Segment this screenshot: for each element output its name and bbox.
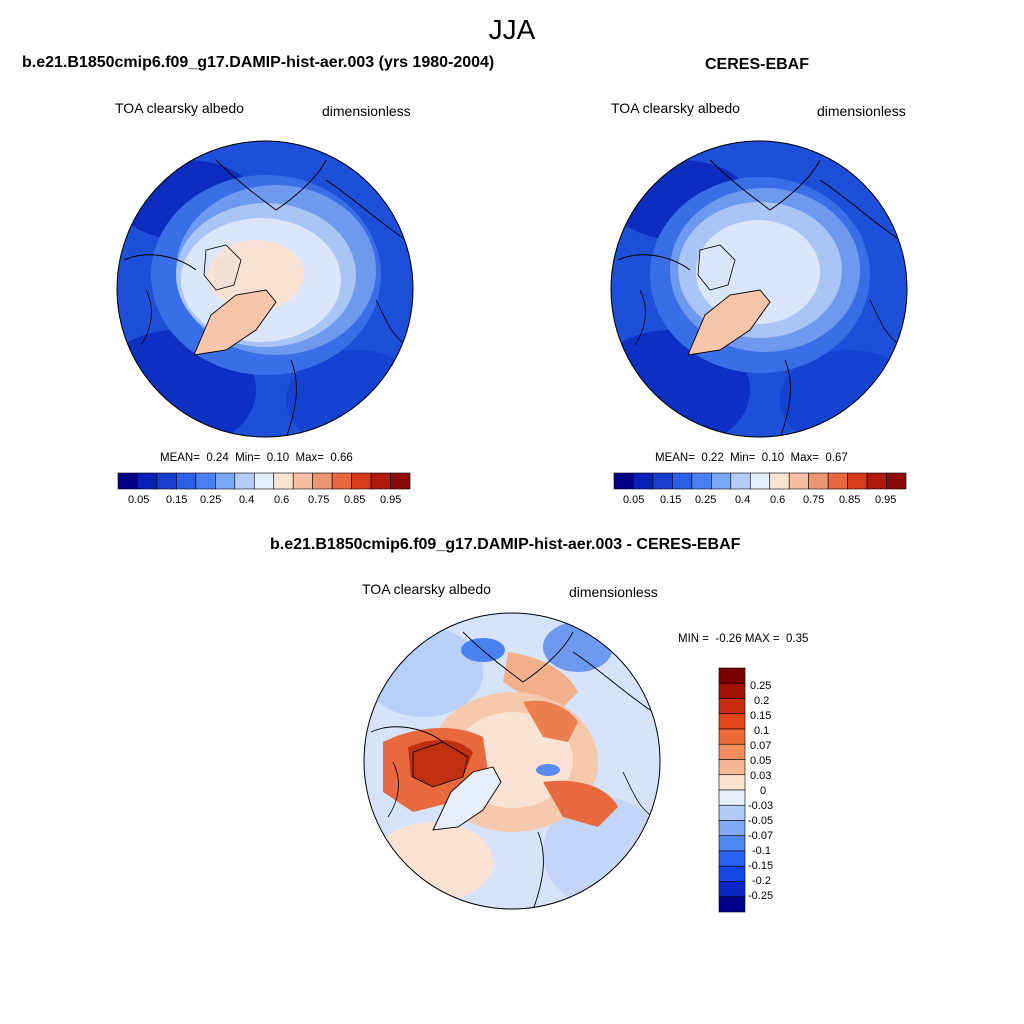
model-polar-map xyxy=(116,140,414,438)
obs-colorbar-tick-label: 0.15 xyxy=(660,494,682,506)
colorbar-swatch xyxy=(718,667,746,684)
colorbar-swatch xyxy=(331,472,352,490)
colorbar-swatch xyxy=(691,472,712,490)
diff-colorbar-tick-label: -0.25 xyxy=(748,890,774,902)
colorbar-swatch xyxy=(847,472,868,490)
model-colorbar xyxy=(117,472,411,490)
diff-colorbar-tick-label: -0.05 xyxy=(748,815,774,827)
model-colorbar-tick-label: 0.4 xyxy=(239,494,255,506)
model-units-label: dimensionless xyxy=(322,103,411,119)
colorbar-swatch xyxy=(370,472,391,490)
season-title: JJA xyxy=(488,14,536,45)
obs-colorbar-tick-label: 0.25 xyxy=(695,494,717,506)
model-panel-title: b.e21.B1850cmip6.f09_g17.DAMIP-hist-aer.… xyxy=(22,54,495,71)
colorbar-swatch xyxy=(718,759,746,776)
model-variable-label: TOA clearsky albedo xyxy=(115,100,244,116)
diff-colorbar-tick-label: 0.15 xyxy=(750,710,772,722)
diff-minmax: MIN = -0.26 MAX = 0.35 xyxy=(678,633,809,645)
colorbar-swatch xyxy=(718,698,746,715)
colorbar-swatch xyxy=(195,472,216,490)
obs-panel-title: CERES-EBAF xyxy=(705,56,810,73)
model-colorbar-tick-label: 0.95 xyxy=(380,494,402,506)
diff-panel-title: b.e21.B1850cmip6.f09_g17.DAMIP-hist-aer.… xyxy=(270,536,741,553)
diff-colorbar-tick-label: 0.25 xyxy=(750,680,772,692)
diff-colorbar-tick-label: -0.2 xyxy=(752,875,771,887)
colorbar-swatch xyxy=(718,835,746,852)
diff-colorbar xyxy=(718,667,746,913)
colorbar-swatch xyxy=(718,820,746,837)
colorbar-swatch xyxy=(672,472,693,490)
colorbar-swatch xyxy=(711,472,732,490)
obs-units-label: dimensionless xyxy=(817,103,906,119)
colorbar-swatch xyxy=(390,472,411,490)
colorbar-swatch xyxy=(312,472,333,490)
colorbar-swatch xyxy=(886,472,907,490)
colorbar-swatch xyxy=(788,472,809,490)
colorbar-swatch xyxy=(718,774,746,791)
colorbar-swatch xyxy=(718,743,746,760)
obs-colorbar-tick-label: 0.4 xyxy=(735,494,751,506)
diff-colorbar-tick-label: -0.15 xyxy=(748,860,774,872)
colorbar-swatch xyxy=(730,472,751,490)
colorbar-swatch xyxy=(633,472,654,490)
obs-colorbar-tick-label: 0.6 xyxy=(770,494,786,506)
obs-colorbar xyxy=(613,472,907,490)
obs-colorbar-tick-label: 0.95 xyxy=(875,494,897,506)
colorbar-swatch xyxy=(253,472,275,490)
colorbar-swatch xyxy=(215,472,236,490)
colorbar-swatch xyxy=(718,682,746,699)
colorbar-swatch xyxy=(718,865,746,882)
diff-polar-map xyxy=(363,612,661,910)
diff-colorbar-tick-label: -0.1 xyxy=(752,845,771,857)
diff-variable-label: TOA clearsky albedo xyxy=(362,581,491,597)
diff-colorbar-tick-label: -0.07 xyxy=(748,830,774,842)
model-colorbar-tick-label: 0.85 xyxy=(344,494,366,506)
model-colorbar-tick-label: 0.75 xyxy=(308,494,330,506)
colorbar-swatch xyxy=(117,472,138,490)
diff-colorbar-tick-label: 0 xyxy=(760,785,767,797)
colorbar-swatch xyxy=(749,472,771,490)
diff-units-label: dimensionless xyxy=(569,584,658,600)
colorbar-swatch xyxy=(718,850,746,867)
colorbar-swatch xyxy=(769,472,790,490)
colorbar-swatch xyxy=(718,804,746,821)
diff-colorbar-tick-label: 0.2 xyxy=(754,695,770,707)
colorbar-swatch xyxy=(718,713,746,730)
colorbar-swatch xyxy=(234,472,255,490)
colorbar-swatch xyxy=(808,472,829,490)
colorbar-swatch xyxy=(718,896,746,913)
colorbar-swatch xyxy=(176,472,197,490)
colorbar-swatch xyxy=(718,728,746,745)
colorbar-swatch xyxy=(652,472,673,490)
diff-colorbar-tick-label: 0.07 xyxy=(750,740,772,752)
colorbar-swatch xyxy=(613,472,634,490)
colorbar-swatch xyxy=(273,472,294,490)
obs-colorbar-tick-label: 0.75 xyxy=(803,494,825,506)
diff-colorbar-tick-label: 0.1 xyxy=(754,725,770,737)
model-stats: MEAN= 0.24 Min= 0.10 Max= 0.66 xyxy=(160,452,353,464)
model-colorbar-tick-label: 0.05 xyxy=(128,494,150,506)
diff-colorbar-tick-label: -0.03 xyxy=(748,800,774,812)
obs-variable-label: TOA clearsky albedo xyxy=(611,100,740,116)
colorbar-swatch xyxy=(292,472,313,490)
obs-polar-map xyxy=(610,140,908,438)
diff-colorbar-tick-label: 0.05 xyxy=(750,755,772,767)
colorbar-swatch xyxy=(718,789,746,806)
colorbar-swatch xyxy=(827,472,848,490)
obs-stats: MEAN= 0.22 Min= 0.10 Max= 0.67 xyxy=(655,452,848,464)
colorbar-swatch xyxy=(156,472,177,490)
model-colorbar-tick-label: 0.25 xyxy=(200,494,222,506)
colorbar-swatch xyxy=(866,472,887,490)
model-colorbar-tick-label: 0.6 xyxy=(274,494,290,506)
obs-colorbar-tick-label: 0.85 xyxy=(839,494,861,506)
colorbar-swatch xyxy=(351,472,372,490)
diff-colorbar-tick-label: 0.03 xyxy=(750,770,772,782)
colorbar-swatch xyxy=(137,472,158,490)
colorbar-swatch xyxy=(718,881,746,898)
model-colorbar-tick-label: 0.15 xyxy=(166,494,188,506)
obs-colorbar-tick-label: 0.05 xyxy=(623,494,645,506)
